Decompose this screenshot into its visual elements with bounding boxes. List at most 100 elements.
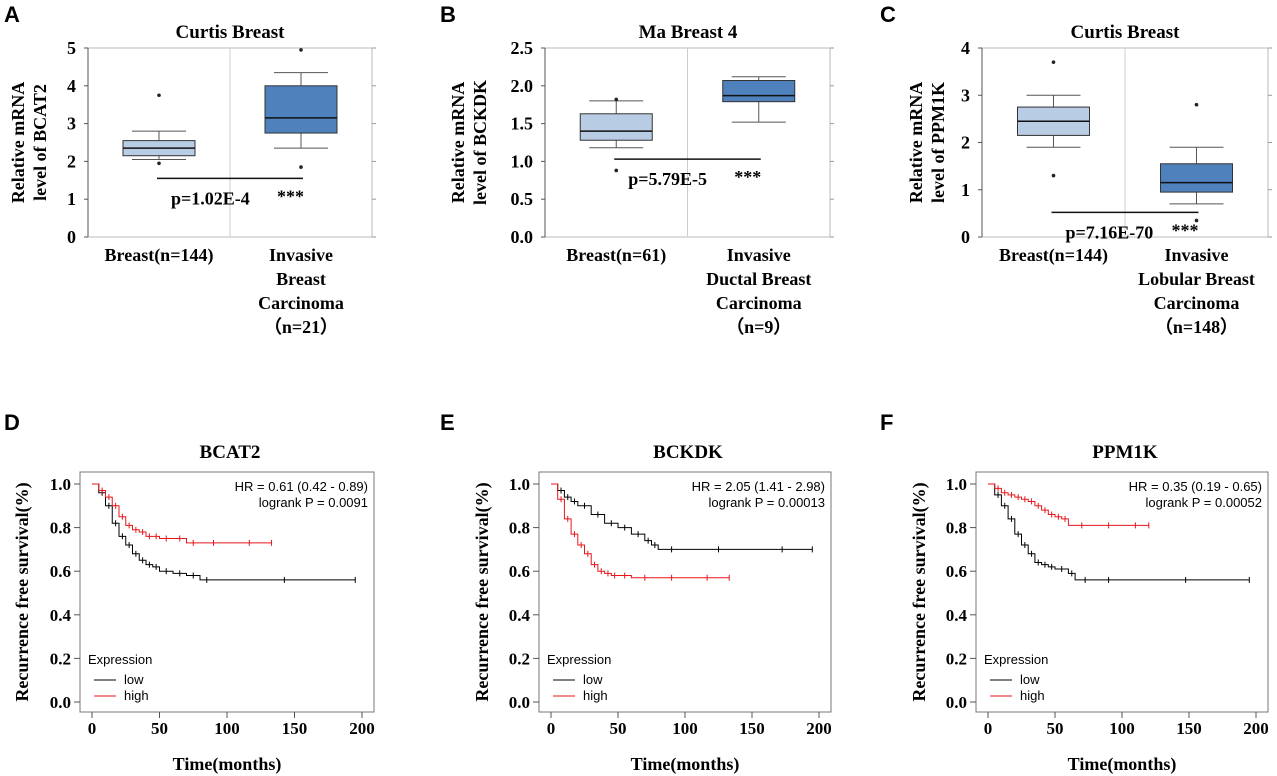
panel-f-ytick-label: 0.4: [946, 606, 968, 625]
panel-e-title: BCKDK: [653, 442, 723, 463]
panel-b-ytick-label: 1.5: [511, 114, 534, 134]
panel-d-ytick-label: 0.4: [50, 606, 72, 625]
panel-e-legend-high: high: [583, 688, 608, 703]
panel-d-title: BCAT2: [200, 442, 261, 463]
panel-a-outlier: [157, 93, 161, 98]
panel-b-box-1: [579, 113, 653, 141]
panel-e-km-plot: BCKDK Recurrence free survival(%) 0.0 0.2 0.…: [472, 442, 832, 775]
panel-f-xtick-label: 200: [1243, 719, 1269, 738]
panel-a-ylabel-line2: level of BCAT2: [30, 84, 50, 201]
panel-c-pvalue: p=7.16E-70: [1066, 222, 1154, 242]
panel-a-pvalue: p=1.02E-4: [171, 188, 250, 208]
panel-label-f: F: [880, 410, 893, 435]
panel-b-category-label: Invasive: [727, 245, 791, 265]
panel-f-ytick-label: 0.2: [946, 649, 967, 668]
panel-c-title: Curtis Breast: [1071, 22, 1181, 43]
panel-b-boxplot: Ma Breast 4 Relative mRNA level of BCKDK 0.…: [448, 22, 834, 337]
panel-a-category-label: （n=21）: [264, 317, 338, 337]
panel-b-box-2: [722, 80, 796, 103]
panel-b-category-label: Carcinoma: [716, 293, 802, 313]
panel-e-ytick-label: 0.0: [509, 693, 530, 712]
panel-f-km-plot: PPM1K Recurrence free survival(%) 0.0 0.2 0.…: [909, 442, 1269, 775]
panel-f-hr: HR = 0.35 (0.19 - 0.65): [1129, 479, 1262, 494]
panel-a-box-2: [264, 85, 338, 134]
panel-f-xtick-label: 150: [1176, 719, 1202, 738]
panel-b-ytick-label: 2.0: [511, 76, 534, 96]
panel-c-category-label: Carcinoma: [1154, 293, 1240, 313]
panel-f-ytick-label: 1.0: [946, 475, 967, 494]
panel-f-title: PPM1K: [1092, 442, 1158, 463]
panel-c-ytick-label: 2: [961, 133, 970, 153]
panel-c-box-2: [1160, 163, 1233, 193]
panel-a-ytick-label: 0: [67, 227, 76, 247]
panel-d-curve-low: [92, 483, 356, 581]
panel-a-category-label: Invasive: [269, 245, 333, 265]
panel-a-ytick-label: 2: [67, 151, 76, 171]
panel-a-stars: ***: [277, 186, 304, 206]
panel-a-outlier: [299, 165, 303, 169]
panel-e-ylabel: Recurrence free survival(%): [472, 482, 493, 701]
panel-f-ytick-label: 0.0: [946, 693, 967, 712]
panel-b-title: Ma Breast 4: [639, 22, 738, 43]
panel-a-boxplot: Curtis Breast Relative mRNA level of BCAT2…: [8, 22, 376, 337]
panel-e-xtick-label: 150: [739, 719, 765, 738]
panel-c-category-label: Breast(n=144): [999, 245, 1108, 266]
panel-b-ylabel-line1: Relative mRNA: [448, 82, 468, 203]
panel-d-legend-title: Expression: [88, 652, 152, 667]
panel-b-ytick-label: 0.5: [511, 189, 534, 209]
panel-c-outlier: [1051, 173, 1056, 178]
panel-a-ytick-label: 5: [67, 38, 76, 58]
panel-a-category-label: Breast: [276, 269, 326, 289]
panel-c-ytick-label: 4: [961, 38, 970, 58]
panel-a-ytick-label: 1: [67, 189, 76, 209]
panel-c-outlier: [1194, 218, 1199, 223]
panel-d-legend-high: high: [124, 688, 149, 703]
panel-e-legend-title: Expression: [547, 652, 611, 667]
panel-a-outlier: [157, 161, 161, 166]
panel-c-outlier: [1051, 60, 1056, 64]
panel-b-outlier: [614, 168, 619, 173]
panel-b-category-label: Ductal Breast: [706, 269, 811, 289]
panel-d-ytick-label: 1.0: [50, 475, 71, 494]
panel-d-ytick-label: 0.8: [50, 519, 71, 538]
panel-b-outlier: [614, 97, 619, 102]
panel-d-km-plot: BCAT2 Recurrence free survival(%) 0.0 0.2 0.…: [12, 442, 375, 775]
panel-c-category-label: Invasive: [1164, 245, 1228, 265]
panel-d-ytick-label: 0.2: [50, 649, 71, 668]
panel-e-xtick-label: 100: [672, 719, 698, 738]
panel-d-ytick-label: 0.6: [50, 562, 71, 581]
panel-e-xtick-label: 200: [806, 719, 832, 738]
panel-e-curve-high: [551, 483, 730, 579]
panel-e-xtick-label: 50: [610, 719, 627, 738]
panel-a-category-label: Breast(n=144): [105, 245, 214, 266]
panel-c-ylabel-line2: level of PPM1K: [928, 82, 948, 203]
panel-f-xtick-label: 0: [984, 719, 993, 738]
panel-f-legend-high: high: [1020, 688, 1045, 703]
panel-c-stars: ***: [1172, 220, 1199, 240]
panel-f-ylabel: Recurrence free survival(%): [909, 482, 930, 701]
panel-d-hr: HR = 0.61 (0.42 - 0.89): [235, 479, 368, 494]
panel-f-legend-title: Expression: [984, 652, 1048, 667]
panel-e-ytick-label: 0.2: [509, 649, 530, 668]
panel-b-category-label: （n=9）: [726, 317, 791, 337]
panel-b-category-label: Breast(n=61): [566, 245, 666, 266]
panel-a-ytick-label: 4: [67, 76, 76, 96]
panel-d-xtick-label: 150: [282, 719, 308, 738]
panel-a-ytick-label: 3: [67, 114, 76, 134]
panel-label-b: B: [440, 2, 456, 27]
panel-e-hr: HR = 2.05 (1.41 - 2.98): [692, 479, 825, 494]
panel-f-xtick-label: 50: [1047, 719, 1064, 738]
panel-label-d: D: [4, 410, 20, 435]
panel-f-ytick-label: 0.8: [946, 519, 967, 538]
panel-e-logrank: logrank P = 0.00013: [709, 495, 826, 510]
panel-b-ytick-label: 1.0: [511, 151, 534, 171]
panel-f-xtick-label: 100: [1109, 719, 1135, 738]
panel-d-xtick-label: 200: [349, 719, 375, 738]
panel-e-xtick-label: 0: [547, 719, 556, 738]
panel-a-title: Curtis Breast: [176, 22, 286, 43]
panel-e-ytick-label: 1.0: [509, 475, 530, 494]
chart-layer: Curtis Breast Relative mRNA level of BCAT2…: [8, 22, 1272, 775]
panel-a-category-label: Carcinoma: [258, 293, 344, 313]
panel-b-ytick-label: 0.0: [511, 227, 534, 247]
